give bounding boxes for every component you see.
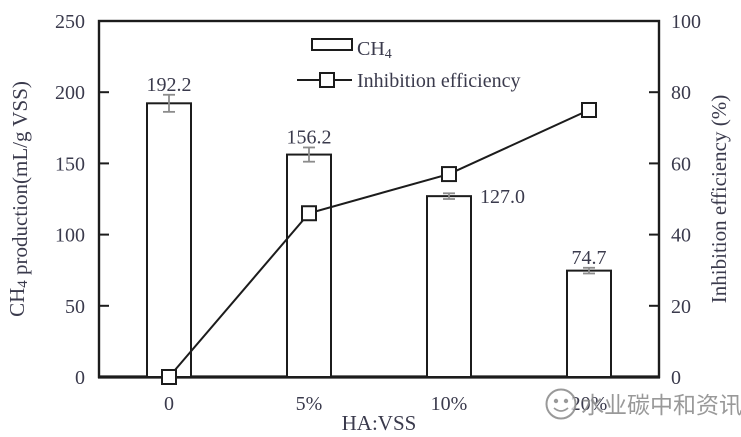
bar-series-ch4: 192.2 156.2 127.0 74.7 <box>146 74 612 379</box>
right-tick-label: 20 <box>671 296 691 318</box>
error-bar <box>163 93 175 113</box>
legend-label-ch4: CH4 <box>357 38 392 62</box>
open-square-marker <box>441 166 457 183</box>
left-tick-label: 0 <box>75 367 85 389</box>
left-tick-label: 250 <box>55 11 85 33</box>
x-tick-label: 20% <box>571 393 608 415</box>
error-bar <box>443 192 455 200</box>
watermark-mascot-logo-icon <box>545 388 577 420</box>
watermark-logo-eye-icon <box>563 398 569 404</box>
inhibition-line <box>168 109 590 378</box>
x-tick-label: 0 <box>164 393 174 415</box>
open-square-marker <box>301 205 317 222</box>
left-tick-label: 50 <box>65 296 85 318</box>
right-tick-label: 0 <box>671 367 681 389</box>
right-tick-label: 80 <box>671 82 691 104</box>
bar <box>426 195 472 378</box>
bar-value-label: 74.7 <box>572 247 607 269</box>
x-axis-title: HA:VSS <box>342 411 417 435</box>
right-tick-label: 40 <box>671 225 691 247</box>
left-tick-label: 100 <box>55 225 85 247</box>
legend-marker-swatch <box>319 72 335 88</box>
axis-ticks: 0 50 100 150 200 250 0 20 40 60 80 100 <box>55 11 701 389</box>
watermark: 水业碳中和资讯 <box>545 388 741 420</box>
watermark-logo-mouth-icon <box>553 407 569 412</box>
error-bar <box>303 146 315 163</box>
left-axis-title: CH4 production(mL/g VSS) <box>5 81 32 317</box>
legend-bar-swatch <box>311 38 353 51</box>
x-tick-label: 10% <box>431 393 468 415</box>
error-bar <box>583 266 595 275</box>
bar <box>286 153 332 378</box>
x-axis-labels: 0 5% 10% 20% HA:VSS <box>164 393 607 435</box>
bar <box>146 102 192 379</box>
right-axis-title: Inhibition efficiency (%) <box>707 95 731 303</box>
watermark-logo-eye-icon <box>553 398 559 404</box>
right-tick-label: 60 <box>671 153 691 175</box>
bar-value-label: 192.2 <box>147 74 192 96</box>
left-tick-label: 150 <box>55 153 85 175</box>
line-series-inhibition <box>161 102 597 385</box>
watermark-text: 水业碳中和资讯 <box>581 393 741 418</box>
open-square-marker <box>581 102 597 118</box>
bar-value-label: 127.0 <box>480 186 525 208</box>
legend: CH4 Inhibition efficiency <box>297 38 520 92</box>
x-tick-label: 5% <box>296 393 323 415</box>
open-square-marker <box>161 369 177 385</box>
bar <box>566 269 612 378</box>
right-tick-label: 100 <box>671 11 701 33</box>
legend-label-inhibition: Inhibition efficiency <box>357 70 520 92</box>
left-tick-label: 200 <box>55 82 85 104</box>
bar-value-label: 156.2 <box>287 126 332 148</box>
